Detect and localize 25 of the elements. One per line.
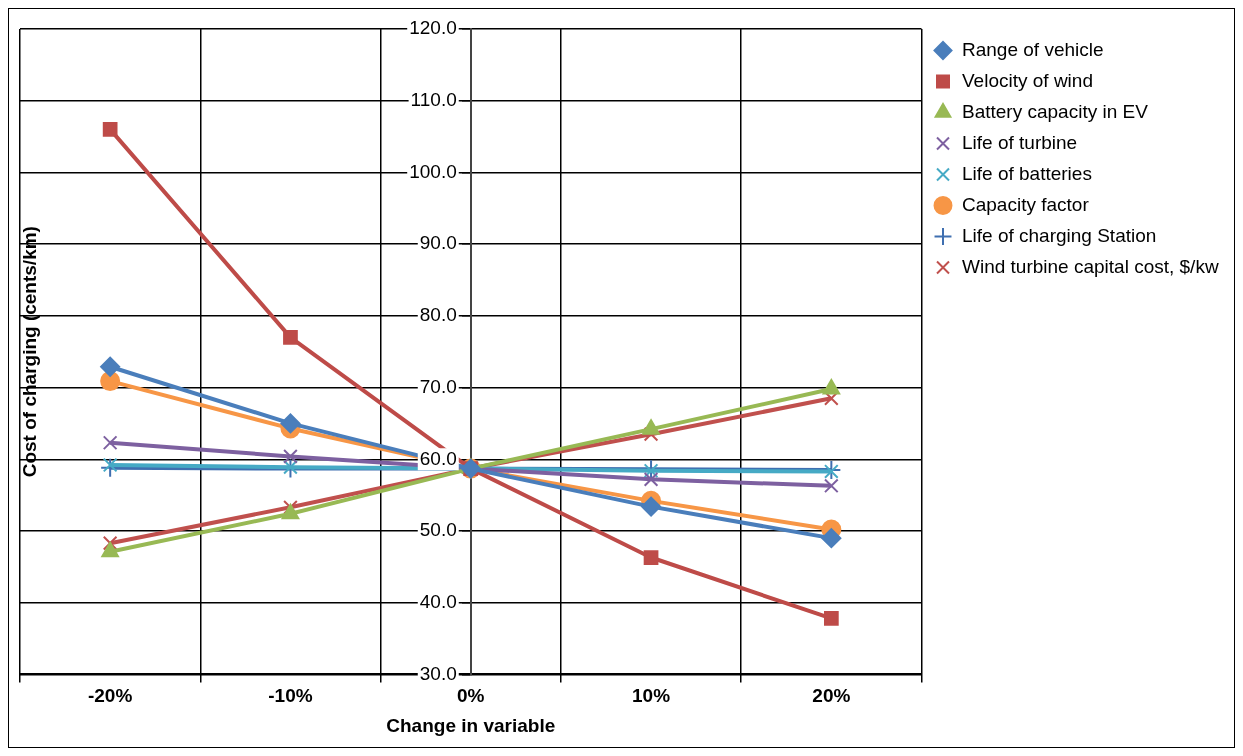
y-tick-label: 80.0 [419, 304, 457, 326]
y-tick-label: 90.0 [419, 232, 457, 254]
y-tick-label: 40.0 [419, 590, 457, 612]
y-axis-title: Cost of charging (cents/km) [19, 226, 41, 478]
y-tick-label: 50.0 [419, 519, 457, 541]
legend-label: Life of turbine [962, 131, 1078, 153]
legend-label: Range of vehicle [962, 38, 1104, 60]
x-tick-label: -10% [268, 685, 313, 707]
y-tick-label: 70.0 [419, 375, 457, 397]
y-tick-label: 60.0 [419, 447, 457, 469]
x-axis-title: Change in variable [386, 714, 556, 736]
x-tick-label: 0% [457, 685, 485, 707]
legend-label: Capacity factor [962, 193, 1090, 215]
x-tick-label: 10% [632, 685, 671, 707]
y-tick-label: 30.0 [419, 662, 457, 684]
y-tick-label: 120.0 [409, 17, 457, 39]
x-tick-label: -20% [87, 685, 133, 707]
legend-label: Life of batteries [962, 162, 1092, 184]
legend-label: Velocity of wind [962, 69, 1093, 91]
legend-label: Battery capacity in EV [962, 100, 1149, 122]
x-tick-label: 20% [812, 685, 851, 707]
y-tick-label: 100.0 [409, 160, 457, 182]
y-tick-label: 110.0 [410, 88, 457, 110]
legend-label: Life of charging Station [962, 224, 1157, 246]
legend-label: Wind turbine capital cost, $/kw [962, 255, 1219, 277]
